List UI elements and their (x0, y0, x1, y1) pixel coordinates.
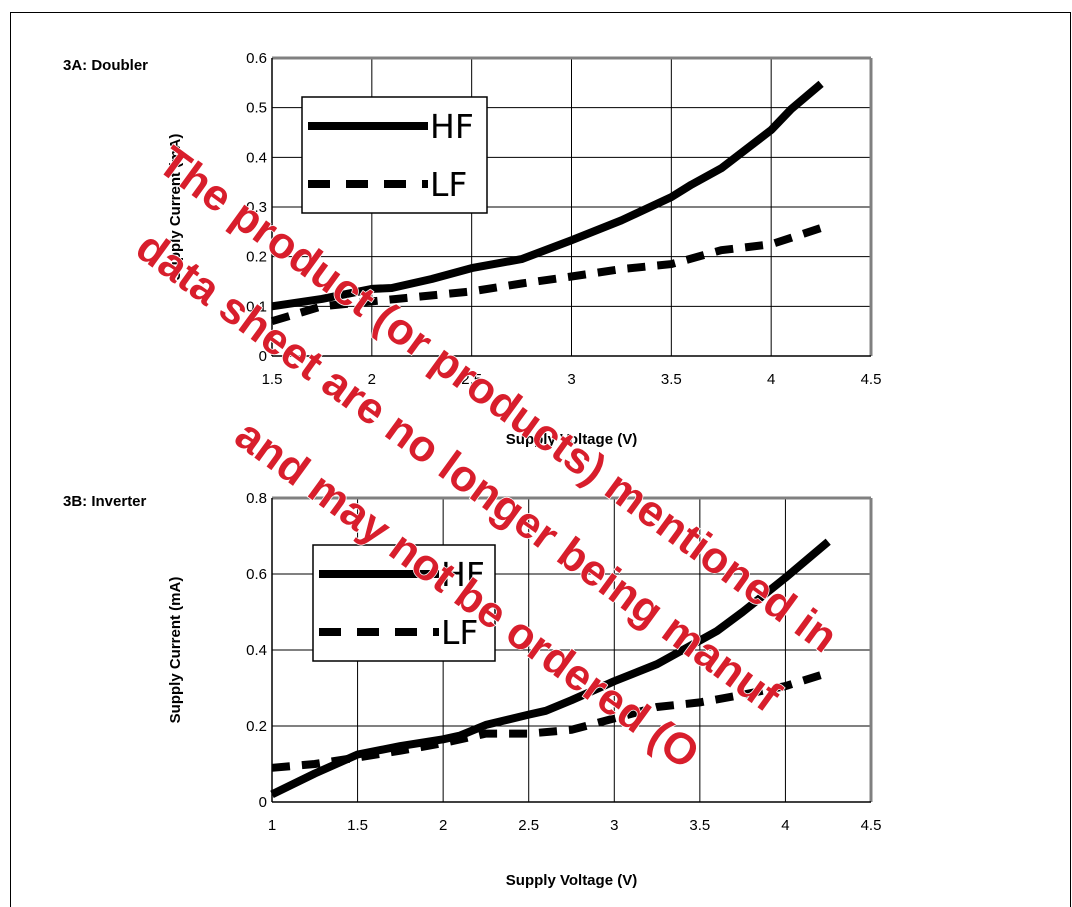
y-tick-label: 0.6 (246, 50, 267, 67)
y-tick-label: 0 (259, 348, 267, 365)
legend-box (301, 96, 488, 214)
series-line-lf (270, 224, 823, 326)
x-tick-label: 3 (610, 817, 618, 834)
x-tick-label: 3 (567, 371, 575, 388)
series-line-hf (271, 80, 824, 311)
chart-1: 3A: Doubler 0 0.1 0.2 0.3 0.4 0.5 0.6 1.5 2 2.5 3 3.… (63, 50, 881, 448)
y-axis-label: Supply Current (mA) (167, 577, 184, 724)
legend: HF LF (301, 96, 488, 214)
x-tick-label: 2 (368, 371, 376, 388)
y-tick-label: 0.2 (246, 249, 267, 266)
series-line-hf (270, 538, 831, 798)
x-tick-label: 4 (767, 371, 775, 388)
chart-title: 3B: Inverter (63, 493, 147, 510)
y-tick-label: 0.3 (246, 199, 267, 216)
y-axis-label: Supply Current (mA) (167, 134, 184, 281)
legend-label-hf: HF (430, 107, 474, 146)
x-tick-label: 4.5 (861, 817, 882, 834)
y-tick-label: 0.2 (246, 718, 267, 735)
y-tick-label: 0.4 (246, 642, 267, 659)
figure-frame (10, 12, 1071, 907)
x-axis-label: Supply Voltage (V) (506, 431, 637, 448)
x-tick-label: 1.5 (347, 817, 368, 834)
x-tick-label: 2 (439, 817, 447, 834)
x-tick-label: 2.5 (461, 371, 482, 388)
x-tick-label: 3.5 (661, 371, 682, 388)
y-tick-label: 0.4 (246, 149, 267, 166)
legend-label-lf: LF (441, 613, 478, 652)
x-tick-label: 1 (268, 817, 276, 834)
legend-label-hf: HF (441, 555, 485, 594)
chart-2: 3B: Inverter 0 0.2 0.4 0.6 0.8 1 1.5 2 2.5 3 3.5 4 4.… (63, 490, 881, 889)
legend: HF LF (312, 544, 496, 662)
y-tick-label: 0.1 (246, 298, 267, 315)
x-tick-label: 3.5 (689, 817, 710, 834)
x-tick-label: 2.5 (518, 817, 539, 834)
y-tick-label: 0 (259, 794, 267, 811)
x-tick-label: 1.5 (262, 371, 283, 388)
y-tick-label: 0.6 (246, 566, 267, 583)
chart-title: 3A: Doubler (63, 57, 148, 74)
legend-box (312, 544, 496, 662)
x-tick-label: 4.5 (861, 371, 882, 388)
legend-label-lf: LF (430, 165, 467, 204)
x-axis-label: Supply Voltage (V) (506, 872, 637, 889)
y-tick-label: 0.8 (246, 490, 267, 507)
y-tick-label: 0.5 (246, 100, 267, 117)
x-tick-label: 4 (781, 817, 789, 834)
series-line-lf (271, 668, 830, 772)
